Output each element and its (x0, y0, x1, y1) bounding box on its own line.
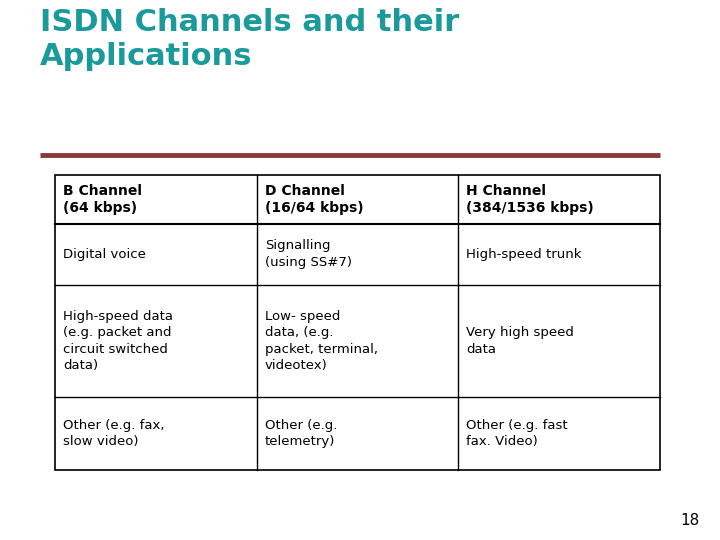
Text: High-speed data
(e.g. packet and
circuit switched
data): High-speed data (e.g. packet and circuit… (63, 309, 173, 372)
FancyBboxPatch shape (55, 175, 660, 470)
Text: Digital voice: Digital voice (63, 248, 146, 261)
Text: ISDN Channels and their
Applications: ISDN Channels and their Applications (40, 8, 459, 71)
Text: H Channel
(384/1536 kbps): H Channel (384/1536 kbps) (467, 184, 594, 215)
Text: 18: 18 (680, 513, 700, 528)
Text: Other (e.g. fast
fax. Video): Other (e.g. fast fax. Video) (467, 418, 568, 448)
Text: B Channel
(64 kbps): B Channel (64 kbps) (63, 184, 142, 215)
Text: D Channel
(16/64 kbps): D Channel (16/64 kbps) (265, 184, 364, 215)
Text: Signalling
(using SS#7): Signalling (using SS#7) (265, 239, 351, 269)
Text: Other (e.g.
telemetry): Other (e.g. telemetry) (265, 418, 337, 448)
Text: Other (e.g. fax,
slow video): Other (e.g. fax, slow video) (63, 418, 164, 448)
Text: Very high speed
data: Very high speed data (467, 326, 575, 355)
Text: High-speed trunk: High-speed trunk (467, 248, 582, 261)
Text: Low- speed
data, (e.g.
packet, terminal,
videotex): Low- speed data, (e.g. packet, terminal,… (265, 309, 378, 372)
